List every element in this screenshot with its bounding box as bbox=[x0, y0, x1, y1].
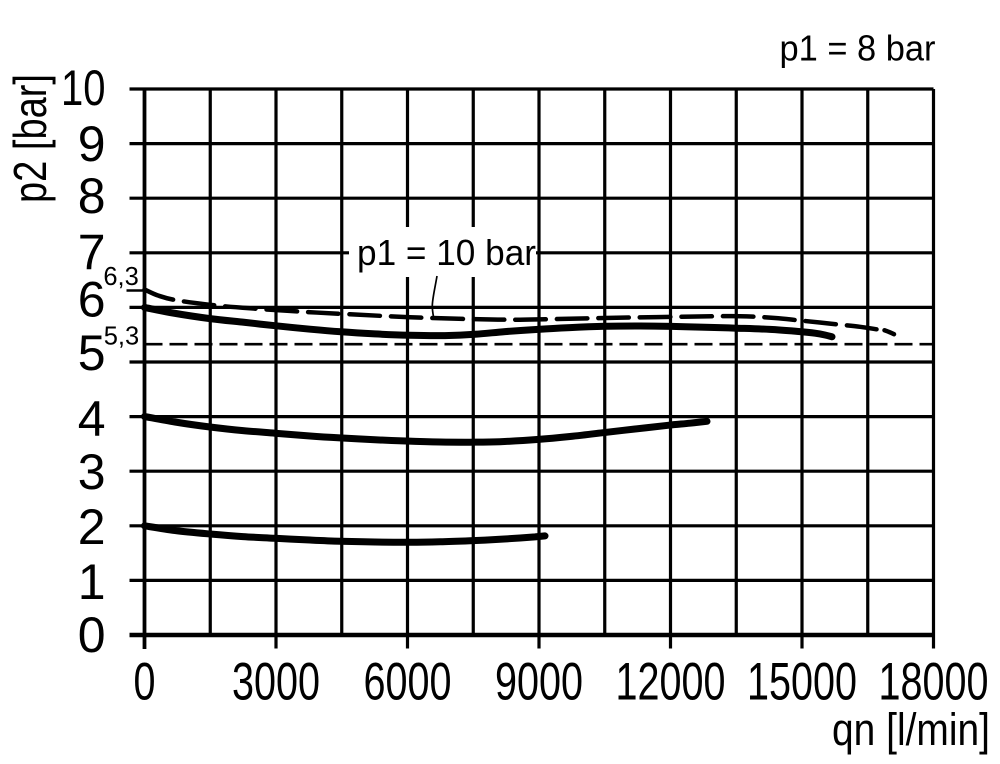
svg-text:p1 = 8 bar: p1 = 8 bar bbox=[780, 28, 936, 69]
svg-text:7: 7 bbox=[78, 225, 106, 281]
svg-text:5: 5 bbox=[78, 325, 106, 381]
svg-text:qn [l/min]: qn [l/min] bbox=[832, 704, 990, 755]
svg-text:9000: 9000 bbox=[495, 653, 583, 712]
svg-text:6,3: 6,3 bbox=[103, 263, 138, 291]
svg-text:6000: 6000 bbox=[364, 653, 452, 712]
svg-text:p2 [bar]: p2 [bar] bbox=[4, 74, 56, 203]
svg-text:p1 = 10 bar: p1 = 10 bar bbox=[357, 232, 536, 273]
svg-text:4: 4 bbox=[78, 391, 106, 447]
svg-text:12000: 12000 bbox=[616, 653, 726, 712]
svg-text:3: 3 bbox=[78, 444, 106, 500]
svg-text:15000: 15000 bbox=[747, 653, 857, 712]
svg-text:10: 10 bbox=[61, 60, 106, 116]
svg-text:6: 6 bbox=[78, 272, 106, 328]
svg-text:0: 0 bbox=[134, 653, 156, 712]
svg-text:2: 2 bbox=[78, 499, 106, 555]
svg-text:8: 8 bbox=[78, 168, 106, 224]
svg-text:3000: 3000 bbox=[232, 653, 320, 712]
svg-text:9: 9 bbox=[78, 116, 106, 172]
svg-text:5,3: 5,3 bbox=[104, 323, 139, 351]
svg-text:18000: 18000 bbox=[879, 653, 989, 712]
svg-text:0: 0 bbox=[78, 607, 106, 663]
svg-text:1: 1 bbox=[78, 554, 106, 610]
